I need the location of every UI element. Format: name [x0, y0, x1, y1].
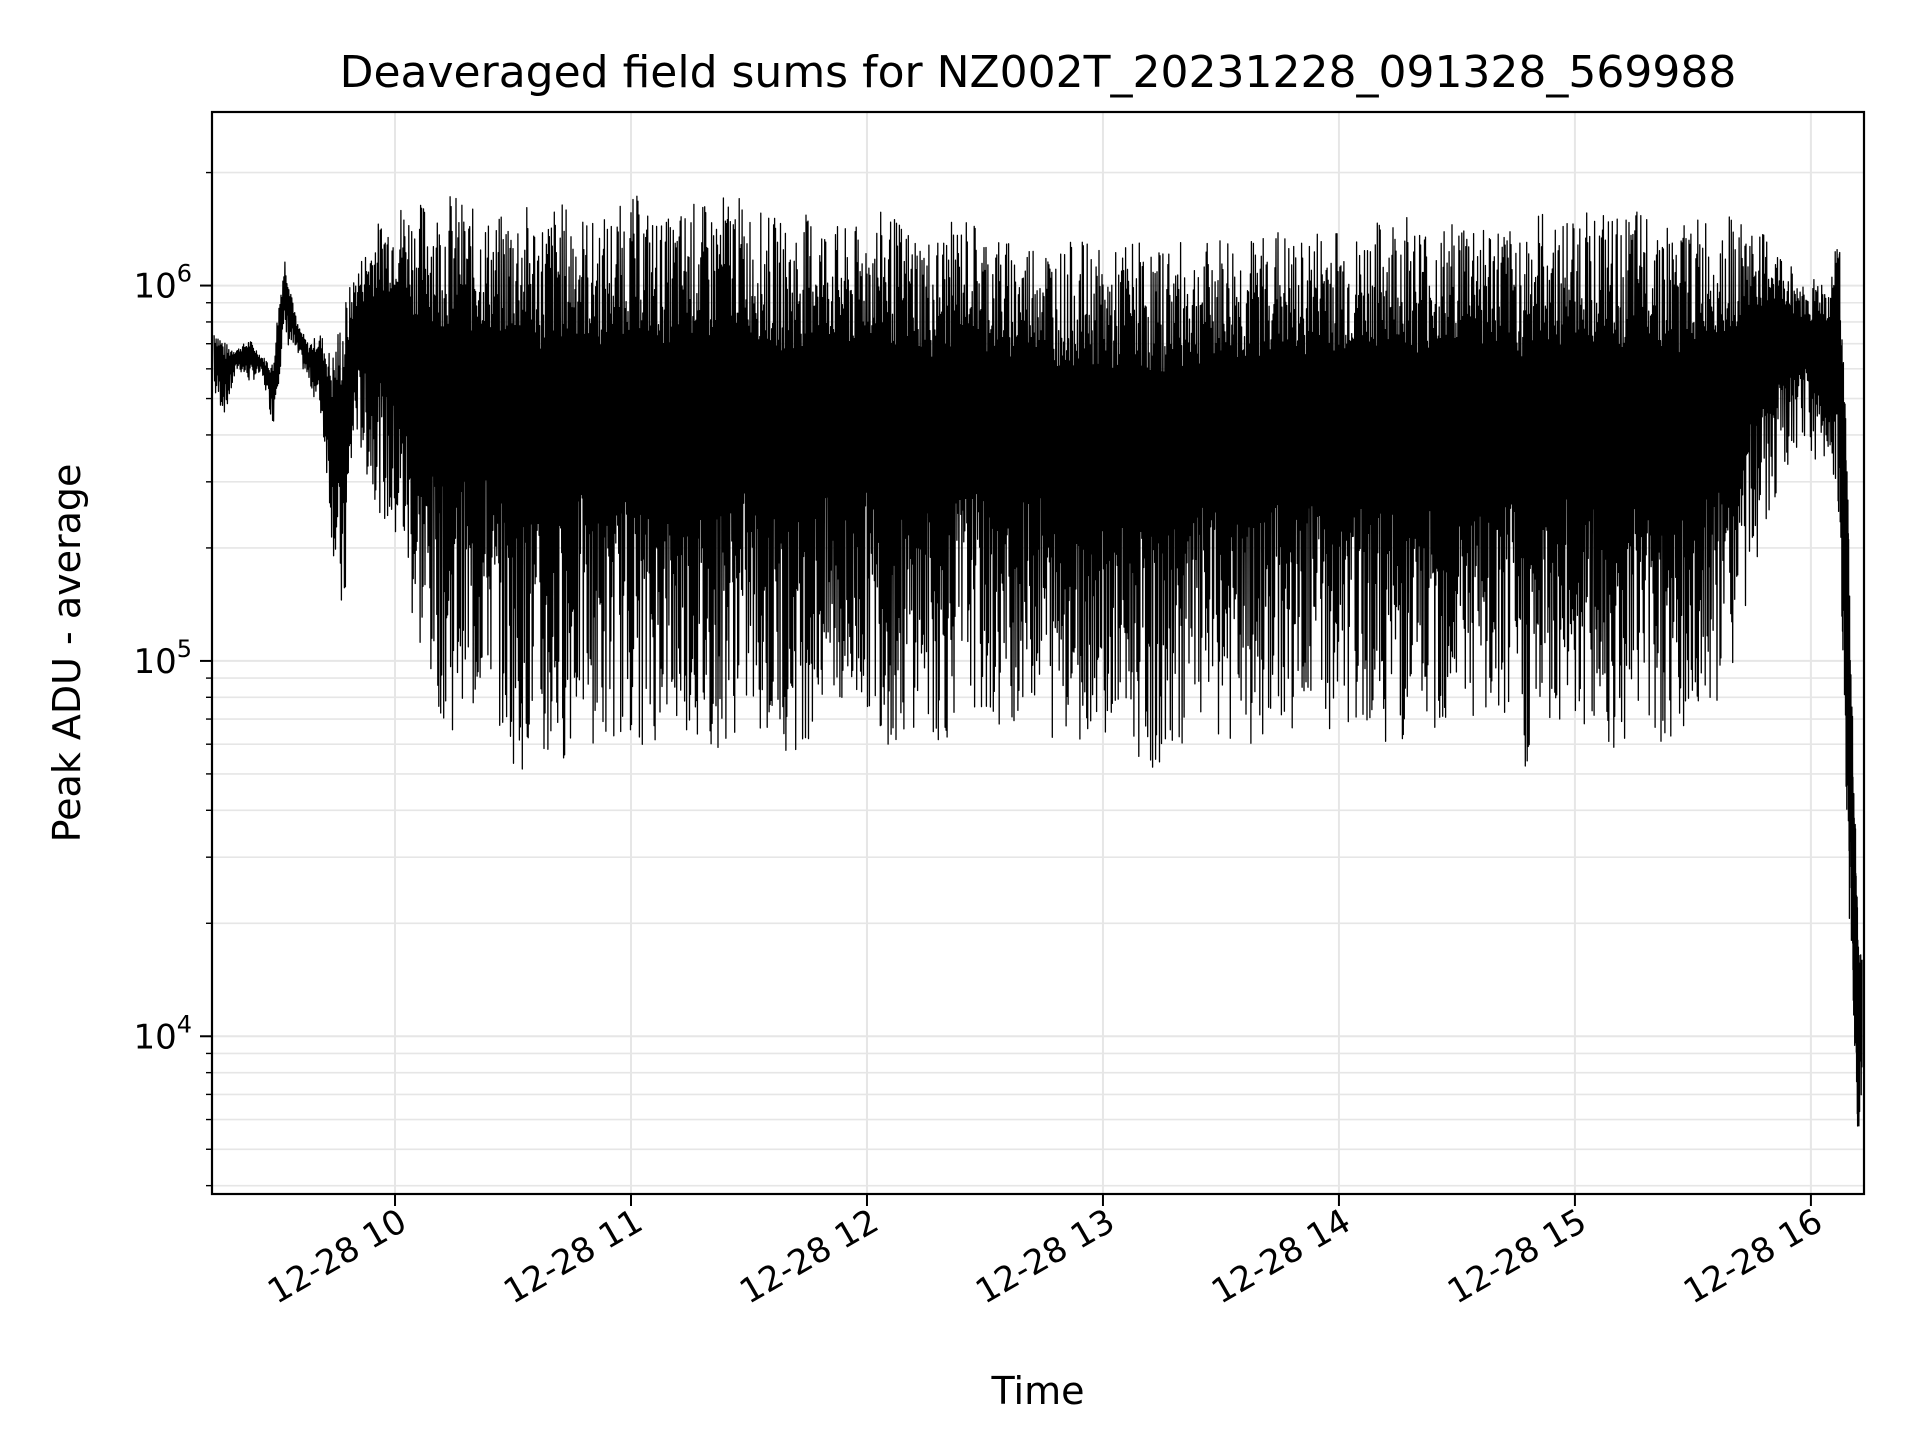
y-tick-label: 104	[133, 1010, 192, 1057]
series-line	[213, 195, 1863, 1127]
y-tick-label: 106	[133, 260, 192, 307]
plot-frame	[210, 110, 1866, 1196]
x-axis-label: Time	[991, 1369, 1085, 1413]
y-axis: 104 105 106	[133, 171, 212, 1187]
chart-title: Deaveraged field sums for NZ002T_2023122…	[340, 47, 1737, 98]
y-axis-label: Peak ADU - average	[45, 464, 89, 843]
y-tick-label: 105	[133, 635, 192, 682]
data-series	[213, 195, 1863, 1127]
